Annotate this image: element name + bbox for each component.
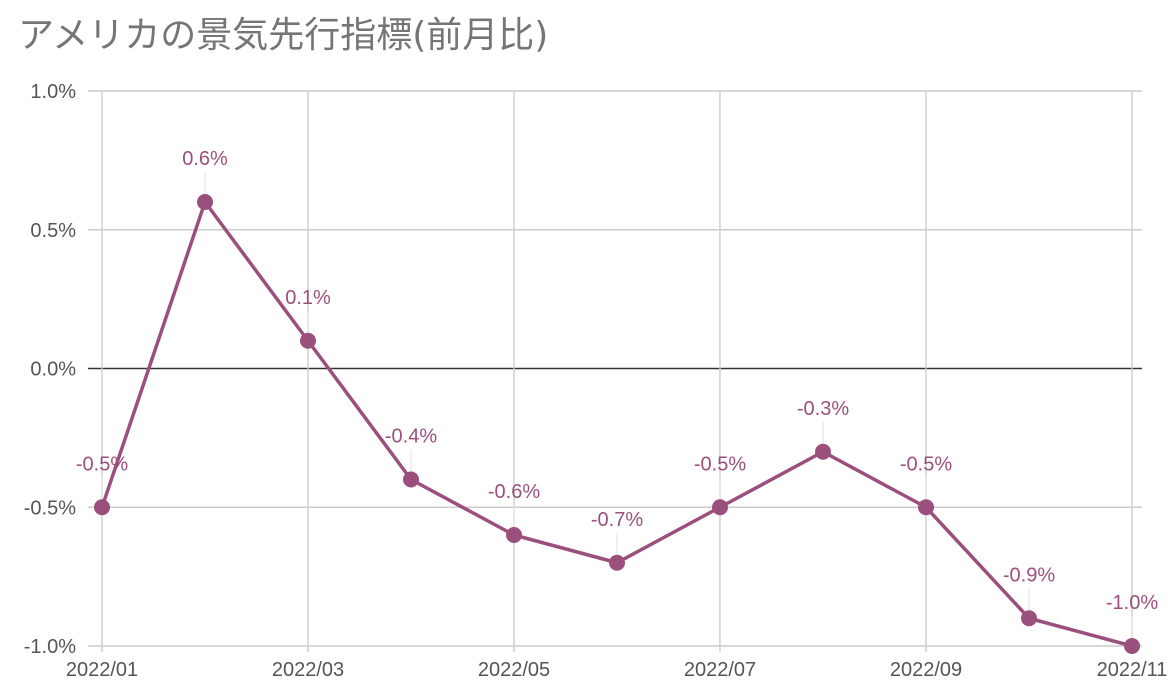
data-point[interactable] [712,499,728,516]
data-point[interactable] [403,471,419,488]
data-point[interactable] [1021,610,1037,627]
x-tick-label: 2022/11 [1097,659,1168,681]
y-tick-label: -0.5% [24,497,76,519]
data-point[interactable] [1124,638,1140,654]
chart-title: アメリカの景気先行指標(前月比) [18,15,549,56]
data-label: -0.5% [694,453,746,475]
data-label: 0.6% [182,148,228,170]
axis-labels: 1.0%0.5%0.0%-0.5%-1.0%2022/01 2022/03 2022… [24,81,1168,681]
x-tick-label: 2022/01 [66,659,138,681]
data-label: 0.1% [285,287,331,309]
data-label: -0.4% [385,426,437,448]
data-point[interactable] [815,443,831,460]
data-label: -0.3% [797,398,849,420]
data-label: -0.5% [76,453,128,475]
data-point[interactable] [609,554,625,571]
x-tick-label: 2022/07 [684,659,756,681]
data-label: -0.9% [1003,564,1055,586]
series-line [100,200,1134,648]
data-point[interactable] [94,499,110,516]
data-label-layer: -0.5% 0.6% 0.1% -0.4% -0.6% -0.7% -0.5% -0.3% -0… [76,148,1158,614]
series-layer [94,172,1140,654]
data-point[interactable] [506,527,522,543]
y-tick-label: 0.5% [30,220,76,242]
x-tick-label: 2022/09 [890,659,962,681]
data-point[interactable] [300,332,316,349]
y-tick-label: 1.0% [30,81,76,103]
data-label: -0.7% [591,509,643,531]
data-point[interactable] [918,499,934,516]
data-point[interactable] [197,194,213,210]
data-label: -0.6% [488,481,540,503]
data-label: -0.5% [900,453,952,475]
x-tick-label: 2022/03 [272,659,344,681]
x-tick-label: 2022/05 [478,659,550,681]
y-tick-label: 0.0% [30,359,76,381]
y-tick-label: -1.0% [24,636,76,658]
data-label: -1.0% [1106,592,1158,614]
grid-layer [88,90,1142,652]
